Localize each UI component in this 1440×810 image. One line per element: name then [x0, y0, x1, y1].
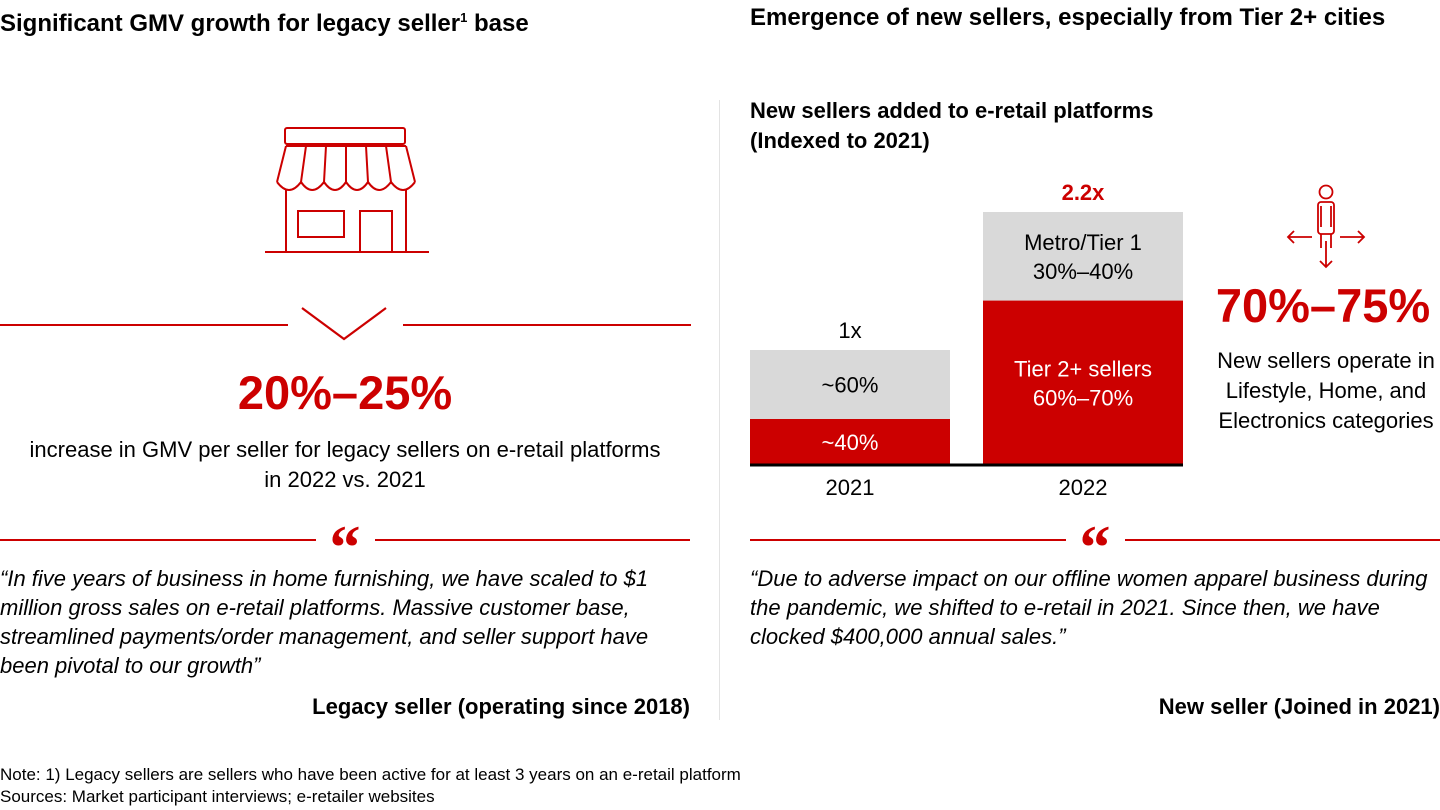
new-seller-attribution: New seller (Joined in 2021)	[1158, 694, 1440, 719]
legacy-seller-attribution: Legacy seller (operating since 2018)	[312, 694, 690, 719]
total-label: 2.2x	[1062, 180, 1106, 205]
quote-divider-line	[750, 539, 1066, 541]
data-label: ~60%	[822, 373, 879, 398]
bar-segment	[750, 350, 950, 419]
legacy-seller-quote: “In five years of business in home furni…	[0, 566, 649, 678]
data-label: ~40%	[822, 430, 879, 455]
footnote-marker: 1	[460, 10, 468, 25]
chart-title: New sellers added to e-retail platforms …	[750, 98, 1154, 153]
x-tick-label: 2022	[1059, 475, 1108, 500]
footnote: Note: 1) Legacy sellers are sellers who …	[0, 765, 741, 784]
quote-divider-line	[0, 539, 316, 541]
right-section-title: Emergence of new sellers, especially fro…	[750, 4, 1386, 31]
x-tick-label: 2021	[826, 475, 875, 500]
data-label: Metro/Tier 1	[1024, 230, 1142, 255]
quote-mark-icon: “	[1079, 514, 1111, 582]
data-label: Tier 2+ sellers	[1014, 356, 1152, 381]
gmv-growth-stat: 20%–25%	[237, 366, 453, 419]
column-divider	[719, 100, 720, 720]
quote-mark-icon: “	[329, 514, 361, 582]
chevron-down-icon	[301, 307, 387, 341]
quote-divider-line	[375, 539, 690, 541]
quote-divider-line	[1125, 539, 1440, 541]
bar-segment	[983, 300, 1183, 465]
new-sellers-category-stat: 70%–75%	[1215, 279, 1431, 332]
bar-segment	[750, 419, 950, 465]
bar-segment	[983, 212, 1183, 301]
left-section-title: Significant GMV growth for legacy seller…	[0, 10, 529, 37]
storefront-icon	[265, 127, 429, 253]
gmv-growth-caption: increase in GMV per seller for legacy se…	[29, 437, 661, 492]
new-sellers-category-caption: New sellers operate in Lifestyle, Home, …	[1217, 348, 1435, 433]
data-label: 60%–70%	[1033, 385, 1133, 410]
total-label: 1x	[838, 318, 861, 343]
stacked-bar-chart: ~40% ~60% 1x 2021 Tier 2+ sellers 60%–70% Metr…	[750, 180, 1183, 500]
data-label: 30%–40%	[1033, 259, 1133, 284]
person-expand-icon	[1286, 184, 1366, 269]
sources: Sources: Market participant interviews; …	[0, 787, 435, 806]
left-divider-line	[403, 324, 691, 326]
new-seller-quote: “Due to adverse impact on our offline wo…	[750, 566, 1428, 649]
left-divider-line	[0, 324, 288, 326]
